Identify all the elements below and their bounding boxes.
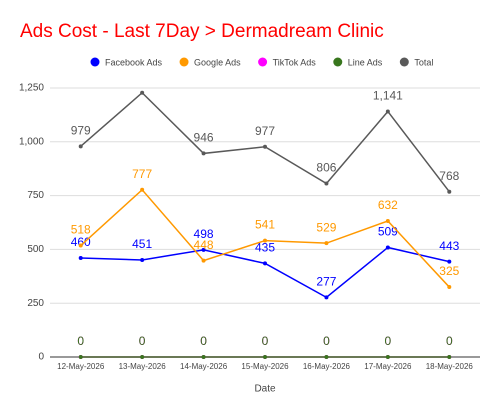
chart-title: Ads Cost - Last 7Day > Dermadream Clinic [20, 21, 384, 42]
legend-marker [258, 57, 268, 67]
legend-label: Facebook Ads [105, 57, 163, 67]
data-label: 632 [378, 198, 398, 212]
y-tick-label: 1,000 [19, 136, 44, 147]
x-tick-label: 17-May-2026 [364, 362, 412, 371]
legend-label: Total [414, 57, 433, 67]
data-label: 0 [446, 334, 453, 348]
data-label: 0 [262, 334, 269, 348]
x-tick-label: 14-May-2026 [180, 362, 228, 371]
data-label: 0 [446, 334, 453, 348]
data-label: 0 [385, 334, 392, 348]
data-label: 777 [132, 167, 152, 181]
legend-marker [399, 57, 409, 67]
point [78, 144, 83, 149]
data-label: 0 [77, 334, 84, 348]
data-label: 518 [71, 223, 91, 237]
point [324, 241, 329, 246]
data-label: 946 [194, 131, 214, 145]
x-tick-label: 18-May-2026 [426, 362, 474, 371]
data-label: 0 [323, 334, 330, 348]
data-label: 529 [316, 220, 336, 234]
y-tick-label: 750 [27, 190, 44, 201]
data-label: 0 [262, 334, 269, 348]
point [263, 238, 267, 243]
point [78, 256, 83, 261]
point [447, 285, 452, 290]
data-label: 443 [439, 239, 459, 253]
data-label: 541 [255, 218, 275, 232]
point [385, 245, 390, 250]
legend-label: Google Ads [194, 57, 241, 67]
point [140, 257, 145, 262]
y-tick-label: 0 [38, 352, 44, 363]
data-label: 0 [139, 334, 146, 348]
data-label: 0 [385, 334, 392, 348]
point [140, 355, 145, 359]
point [385, 218, 390, 223]
x-axis-title: Date [254, 384, 276, 395]
data-label: 448 [194, 238, 214, 252]
data-label: 977 [255, 124, 275, 138]
point [263, 144, 267, 149]
point [140, 90, 145, 95]
legend-marker [90, 57, 100, 67]
point [201, 151, 206, 156]
data-label: 0 [323, 334, 330, 348]
data-label: 325 [439, 264, 459, 278]
point [140, 187, 145, 192]
point [385, 355, 390, 359]
legend-label: Line Ads [348, 57, 383, 67]
data-label: 435 [255, 241, 275, 255]
legend-label: TikTok Ads [273, 57, 317, 67]
point [263, 261, 267, 266]
point [324, 295, 329, 300]
point [447, 355, 452, 359]
data-label: 806 [316, 161, 336, 175]
data-label: 0 [139, 334, 146, 348]
series-line [80, 246, 450, 299]
y-tick-label: 1,250 [19, 83, 44, 94]
point [201, 258, 206, 263]
point [447, 259, 452, 264]
x-tick-label: 15-May-2026 [241, 362, 289, 371]
data-label: 1,141 [373, 89, 403, 103]
point [324, 181, 329, 186]
point [201, 247, 206, 252]
y-tick-label: 250 [27, 298, 44, 309]
point [385, 109, 390, 114]
data-label: 509 [378, 225, 398, 239]
x-tick-label: 13-May-2026 [119, 362, 167, 371]
legend-marker [333, 57, 343, 67]
data-label: 979 [71, 123, 91, 137]
point [78, 355, 83, 359]
data-label: 451 [132, 237, 152, 251]
data-label: 768 [439, 169, 459, 183]
x-tick-label: 16-May-2026 [303, 362, 351, 371]
point [447, 189, 452, 194]
data-label: 277 [316, 275, 336, 289]
point [324, 355, 329, 359]
point [201, 355, 206, 359]
data-label: 460 [71, 235, 91, 249]
y-tick-label: 500 [27, 244, 44, 255]
data-label: 498 [194, 227, 214, 241]
x-tick-label: 12-May-2026 [57, 362, 105, 371]
data-label: 0 [200, 334, 207, 348]
data-label: 0 [200, 334, 207, 348]
legend-marker [179, 57, 189, 67]
data-label: 0 [77, 334, 84, 348]
point [78, 243, 83, 248]
point [263, 355, 267, 359]
